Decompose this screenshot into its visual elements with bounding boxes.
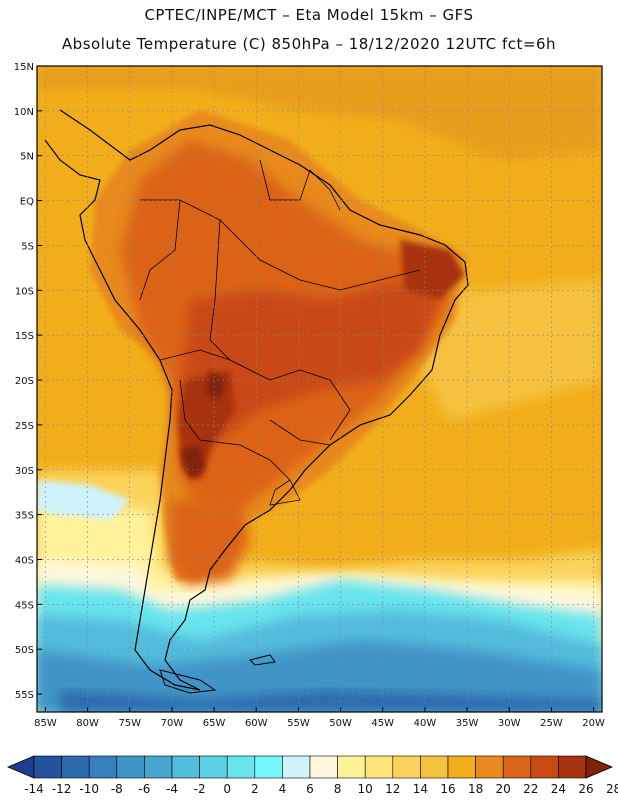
colorbar-swatch [144, 755, 173, 779]
colorbar-swatch [254, 755, 283, 779]
colorbar-label: 24 [551, 782, 566, 796]
lat-label: 40S [15, 555, 34, 566]
field-patch-cold-west [37, 480, 130, 520]
lon-label: 40W [414, 718, 437, 729]
field-northeast-26 [400, 240, 465, 300]
lat-label: 20S [15, 376, 34, 387]
colorbar-swatch [309, 755, 338, 779]
colorbar-label: 22 [523, 782, 538, 796]
colorbar-swatch [171, 755, 200, 779]
colorbar-label: 2 [251, 782, 259, 796]
colorbar-label: -14 [24, 782, 44, 796]
colorbar-label: -8 [111, 782, 123, 796]
colorbar [6, 755, 614, 779]
lat-label: 25S [15, 421, 34, 432]
colorbar-label: 14 [413, 782, 428, 796]
colorbar-swatch [558, 755, 587, 779]
colorbar-swatch [116, 755, 145, 779]
colorbar-labels: -14 -12 -10 -8 -6 -4 -2 0 2 4 6 8 10 12 14 16 18 20 22 24 26… [24, 782, 618, 796]
lat-label: 5S [21, 241, 34, 252]
colorbar-label: 12 [385, 782, 400, 796]
colorbar-label: -10 [79, 782, 99, 796]
colorbar-swatch [475, 755, 504, 779]
colorbar-swatch [392, 755, 421, 779]
lat-label: EQ [20, 197, 34, 208]
lat-label: 30S [15, 466, 34, 477]
lat-label: 55S [15, 690, 34, 701]
field-patagonia-warm [170, 500, 250, 585]
colorbar-swatch [502, 755, 532, 779]
lon-label: 20W [582, 718, 605, 729]
coastline-falklands [249, 654, 276, 666]
colorbar-swatch [61, 755, 90, 779]
colorbar-swatch [364, 755, 394, 779]
colorbar-label: 6 [306, 782, 314, 796]
lon-label: 85W [34, 718, 57, 729]
colorbar-label: 0 [223, 782, 231, 796]
colorbar-label: 16 [440, 782, 455, 796]
lat-label: 45S [15, 600, 34, 611]
lon-label: 60W [245, 718, 268, 729]
lon-label: 55W [287, 718, 310, 729]
lon-label: 80W [76, 718, 99, 729]
title-line-2: Absolute Temperature (C) 850hPa – 18/12/… [61, 35, 557, 53]
lon-label: 50W [329, 718, 352, 729]
colorbar-label: 4 [279, 782, 287, 796]
field-continent-24 [180, 280, 440, 460]
colorbar-swatch [199, 755, 228, 779]
colorbar-swatch [420, 755, 449, 779]
lon-label: 65W [203, 718, 226, 729]
colorbar-label: 18 [468, 782, 483, 796]
coastline-tierra-del-fuego [159, 669, 217, 694]
colorbar-swatch [33, 755, 62, 779]
colorbar-label: 10 [358, 782, 373, 796]
colorbar-label: -12 [52, 782, 72, 796]
colorbar-swatch [337, 755, 366, 779]
colorbar-swatch [88, 755, 118, 779]
field-band-minus10 [60, 690, 602, 712]
longitude-labels: 85W 80W 75W 70W 65W 60W 55W 50W 45W 40W 35W 30W 25W 2… [34, 707, 605, 729]
colorbar-label: -6 [138, 782, 150, 796]
colorbar-label: -4 [166, 782, 178, 796]
graticule [37, 66, 602, 712]
latitude-labels: 15N 10N 5N EQ 5S 10S 15S 20S 25S 30S 35S 40S 45S 50S 5… [14, 62, 42, 701]
map-frame [36, 65, 603, 713]
field-band-north-warm [37, 66, 602, 160]
colorbar-swatch [530, 755, 559, 779]
lat-label: 15N [14, 62, 34, 73]
lon-label: 70W [161, 718, 184, 729]
lat-label: 5N [20, 152, 34, 163]
lon-label: 75W [118, 718, 141, 729]
field-continent-28 [180, 370, 225, 480]
lon-label: 25W [540, 718, 563, 729]
lon-label: 35W [456, 718, 479, 729]
country-borders [139, 159, 421, 506]
colorbar-swatch [282, 755, 311, 779]
lat-label: 50S [15, 645, 34, 656]
colorbar-label: 28 [606, 782, 618, 796]
lat-label: 15S [15, 331, 34, 342]
lat-label: 35S [15, 511, 34, 522]
colorbar-high-triangle [585, 755, 614, 779]
lat-label: 10N [14, 107, 34, 118]
lat-label: 10S [15, 286, 34, 297]
lon-label: 45W [371, 718, 394, 729]
colorbar-label: 26 [578, 782, 593, 796]
title-line-1: CPTEC/INPE/MCT – Eta Model 15km – GFS [144, 6, 474, 24]
colorbar-swatch [226, 755, 256, 779]
colorbar-low-triangle [6, 755, 35, 779]
colorbar-label: 20 [496, 782, 511, 796]
coastline-south-america [44, 109, 469, 691]
temperature-field [37, 66, 602, 712]
colorbar-swatch [447, 755, 476, 779]
colorbar-label: 8 [334, 782, 342, 796]
lon-label: 30W [498, 718, 521, 729]
colorbar-label: -2 [194, 782, 206, 796]
